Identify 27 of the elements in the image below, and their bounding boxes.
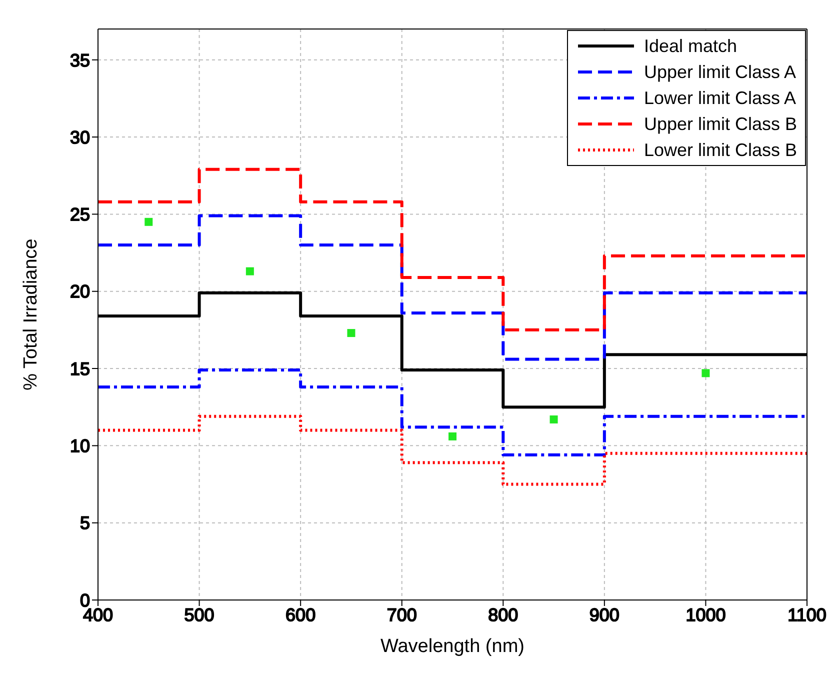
x-tick-label: 500 bbox=[184, 604, 214, 625]
x-tick-label: 1100 bbox=[788, 604, 826, 625]
x-axis-title: Wavelength (nm) bbox=[380, 636, 524, 657]
y-tick-label: 5 bbox=[80, 513, 90, 534]
y-tick-label: 15 bbox=[70, 358, 90, 379]
y-tick-label: 10 bbox=[70, 436, 90, 456]
y-tick-label: 25 bbox=[70, 204, 90, 225]
x-tick-label: 900 bbox=[589, 604, 620, 625]
x-tick-label: 700 bbox=[386, 604, 417, 625]
point bbox=[448, 432, 456, 440]
point bbox=[347, 329, 356, 338]
y-tick-label: 20 bbox=[70, 282, 90, 302]
legend-label: Upper limit Class A bbox=[644, 61, 796, 84]
y-tick-label: 35 bbox=[70, 50, 90, 70]
y-tick-label: 30 bbox=[70, 127, 90, 148]
point bbox=[702, 369, 710, 378]
legend-label: Ideal match bbox=[644, 35, 738, 58]
legend-label: Lower limit Class B bbox=[644, 139, 797, 162]
point bbox=[246, 267, 254, 276]
x-tick-label: 600 bbox=[286, 604, 316, 625]
x-tick-label: 1000 bbox=[686, 604, 726, 625]
x-tick-label: 800 bbox=[488, 604, 518, 625]
legend-label: Upper limit Class B bbox=[644, 113, 797, 136]
point bbox=[550, 415, 558, 424]
point bbox=[144, 218, 153, 226]
y-axis-title: % Total Irradiance bbox=[20, 238, 42, 390]
legend-label: Lower limit Class A bbox=[644, 87, 796, 110]
